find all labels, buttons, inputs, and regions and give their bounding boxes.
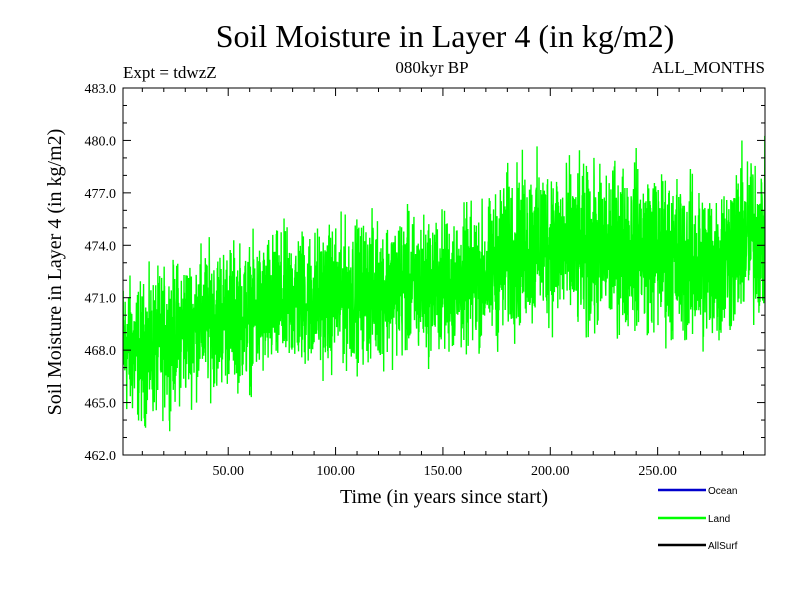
legend: Ocean Land AllSurf [658,486,738,552]
legend-item-ocean: Ocean [658,486,737,497]
y-axis-label: Soil Moisture in Layer 4 (in kg/m2) [44,129,66,416]
period-label: 080kyr BP [395,58,468,77]
chart-title: Soil Moisture in Layer 4 (in kg/m2) [216,18,675,54]
y-tick-label: 480.0 [85,134,117,149]
y-tick: 483.0 [85,82,765,97]
x-tick-label: 250.00 [638,464,677,479]
y-tick-label: 465.0 [85,397,117,412]
experiment-label: Expt = tdwzZ [123,63,217,82]
x-tick: 100.00 [316,88,355,479]
y-tick-label: 462.0 [85,449,117,464]
x-tick-label: 50.00 [212,464,244,479]
y-tick: 477.0 [85,157,765,202]
y-tick: 462.0 [85,419,765,464]
legend-label: Land [708,514,730,525]
x-tick-label: 150.00 [424,464,463,479]
land-series-line [123,135,765,432]
legend-item-land: Land [658,514,730,525]
y-tick-label: 483.0 [85,82,117,97]
x-tick: 50.00 [212,88,244,479]
legend-item-allsurf: AllSurf [658,541,738,552]
months-label: ALL_MONTHS [652,58,765,77]
y-tick: 474.0 [85,209,765,254]
x-tick: 150.00 [424,88,463,479]
x-tick-label: 200.00 [531,464,570,479]
y-tick: 480.0 [85,104,765,149]
x-axis-label: Time (in years since start) [340,486,548,508]
y-tick: 465.0 [85,367,765,412]
plot-area: 462.0 465.0 468.0 471.0 474.0 477.0 480.0 483.0… [85,82,766,479]
y-tick-label: 477.0 [85,187,117,202]
legend-label: Ocean [708,486,737,497]
y-tick: 471.0 [85,262,765,307]
y-tick-label: 471.0 [85,292,117,307]
y-tick-label: 474.0 [85,239,117,254]
y-tick-label: 468.0 [85,344,117,359]
x-tick: 250.00 [638,88,677,479]
y-tick: 468.0 [85,314,765,359]
plot-frame [122,87,766,456]
x-tick: 200.00 [531,88,570,479]
x-tick-label: 100.00 [316,464,355,479]
legend-label: AllSurf [708,541,738,552]
